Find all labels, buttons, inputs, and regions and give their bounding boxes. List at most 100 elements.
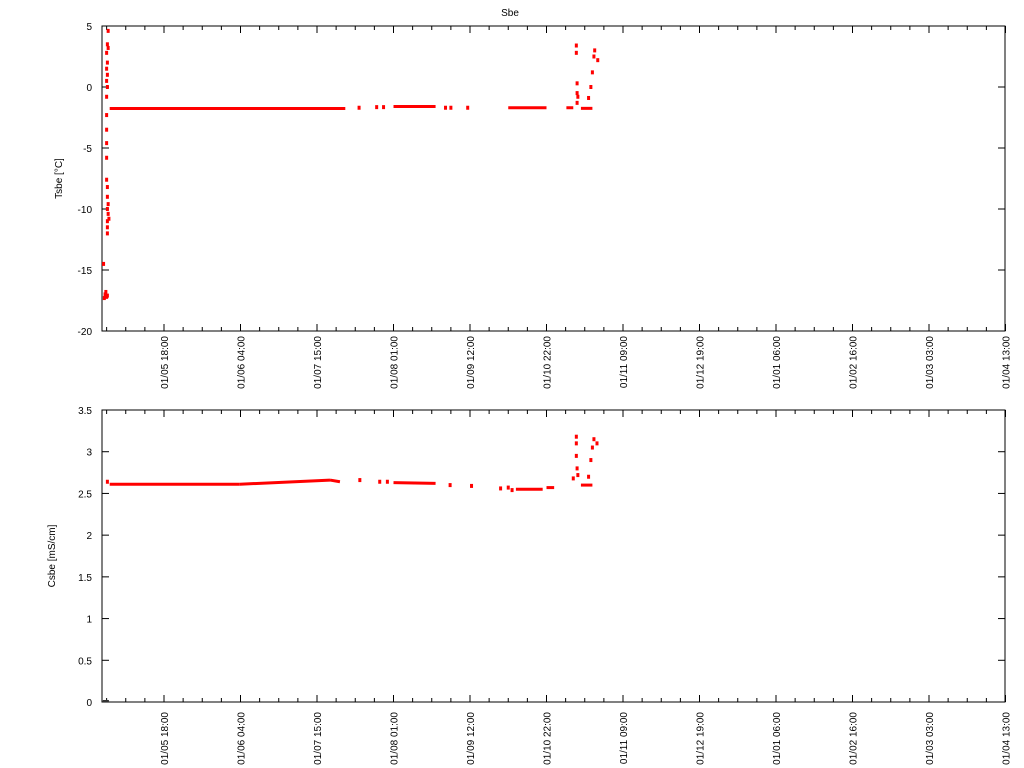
data-point <box>575 466 579 471</box>
data-point <box>357 105 361 110</box>
data-point <box>106 28 110 33</box>
data-point <box>596 58 600 63</box>
x-tick-label: 01/12 19:00 <box>696 712 707 765</box>
data-point <box>105 78 109 83</box>
data-point <box>103 292 107 297</box>
plot-frame <box>101 25 1006 332</box>
y-tick-label: -15 <box>78 266 93 277</box>
x-tick-label: 01/11 09:00 <box>619 336 630 389</box>
x-tick-label: 01/07 15:00 <box>313 336 324 389</box>
data-point <box>587 474 591 479</box>
data-point <box>378 479 382 484</box>
data-point <box>105 293 109 298</box>
y-tick-label: 2 <box>86 531 92 542</box>
data-point <box>466 105 470 110</box>
data-point <box>506 485 510 490</box>
data-point <box>574 43 578 48</box>
data-point <box>106 45 110 50</box>
y-tick-label: 0 <box>86 698 92 709</box>
data-point <box>105 72 109 77</box>
data-point <box>587 95 591 100</box>
x-tick-label: 01/02 16:00 <box>849 712 860 765</box>
x-tick-label: 01/05 18:00 <box>160 336 171 389</box>
data-point <box>510 488 514 493</box>
data-point <box>105 50 109 55</box>
x-tick-label: 01/09 12:00 <box>466 712 477 765</box>
data-point <box>105 177 109 182</box>
data-point <box>105 231 109 236</box>
data-point <box>444 105 448 110</box>
data-point <box>590 445 594 450</box>
data-point <box>105 155 109 160</box>
x-tick-label: 01/08 01:00 <box>390 336 401 389</box>
data-point <box>592 54 596 59</box>
conductivity-panel: 3.5 3 2.5 2 1.5 1 0.5 0 01/05 18:00 01/06 04:00 01… <box>47 406 1013 765</box>
data-segment <box>393 481 436 485</box>
data-point <box>105 113 109 118</box>
data-point <box>593 48 597 53</box>
data-point <box>574 50 578 55</box>
data-point <box>105 141 109 146</box>
data-point <box>592 437 596 442</box>
data-point <box>358 478 362 483</box>
y-tick-label: -10 <box>78 205 93 216</box>
y-axis-label: Tsbe [°C] <box>54 158 65 199</box>
data-point <box>102 296 106 301</box>
x-tick-label: 01/10 22:00 <box>543 712 554 765</box>
y-tick-label: 5 <box>86 22 92 33</box>
data-point <box>575 100 579 105</box>
data-point <box>576 473 580 478</box>
data-point <box>105 219 109 224</box>
x-tick-label: 01/06 04:00 <box>237 712 248 765</box>
x-tick-label: 01/10 22:00 <box>543 336 554 389</box>
data-point <box>382 105 386 110</box>
x-tick-label: 01/08 01:00 <box>390 712 401 765</box>
chart-title: Sbe <box>501 8 519 19</box>
data-point <box>105 85 109 89</box>
y-tick-label: -5 <box>83 144 92 155</box>
data-point <box>470 483 474 488</box>
data-point <box>105 479 109 484</box>
y-tick-label: 1 <box>86 615 92 626</box>
data-point <box>589 85 593 89</box>
data-point <box>105 94 109 99</box>
x-tick-label: 01/01 06:00 <box>772 336 783 389</box>
y-tick-label: 2.5 <box>78 489 92 500</box>
data-point <box>105 42 109 47</box>
data-point <box>106 211 110 216</box>
data-point <box>589 458 593 463</box>
data-point <box>105 60 109 65</box>
data-point <box>107 216 111 221</box>
y-tick-label: 0.5 <box>78 656 92 667</box>
data-point <box>105 207 109 211</box>
data-point <box>102 261 106 266</box>
x-tick-label: 01/05 18:00 <box>160 712 171 765</box>
data-point <box>106 202 110 207</box>
data-segment <box>239 478 331 486</box>
data-point <box>105 66 109 71</box>
data-point <box>105 225 109 230</box>
data-point <box>576 94 580 99</box>
data-point <box>105 194 109 199</box>
data-point <box>104 289 108 294</box>
x-tick-label: 01/02 16:00 <box>849 336 860 389</box>
data-point <box>448 483 452 488</box>
data-point <box>571 476 575 481</box>
data-point <box>590 70 594 75</box>
data-segment <box>329 478 341 484</box>
data-point <box>575 81 579 86</box>
y-tick-label: 3 <box>86 448 92 459</box>
data-point <box>574 441 578 446</box>
x-tick-label: 01/06 04:00 <box>237 336 248 389</box>
y-axis-label: Csbe [mS/cm] <box>47 524 58 587</box>
data-point <box>375 105 379 110</box>
temperature-panel: 5 0 -5 -10 -15 -20 01/05 18:00 01/06 04:00 01/07… <box>54 22 1013 389</box>
x-tick-label: 01/04 13:00 <box>1002 336 1013 389</box>
data-point <box>105 185 109 190</box>
data-point <box>105 127 109 132</box>
x-tick-label: 01/04 13:00 <box>1002 712 1013 765</box>
x-tick-label: 01/03 03:00 <box>925 336 936 389</box>
data-point <box>574 453 578 458</box>
y-tick-label: 0 <box>86 83 92 94</box>
